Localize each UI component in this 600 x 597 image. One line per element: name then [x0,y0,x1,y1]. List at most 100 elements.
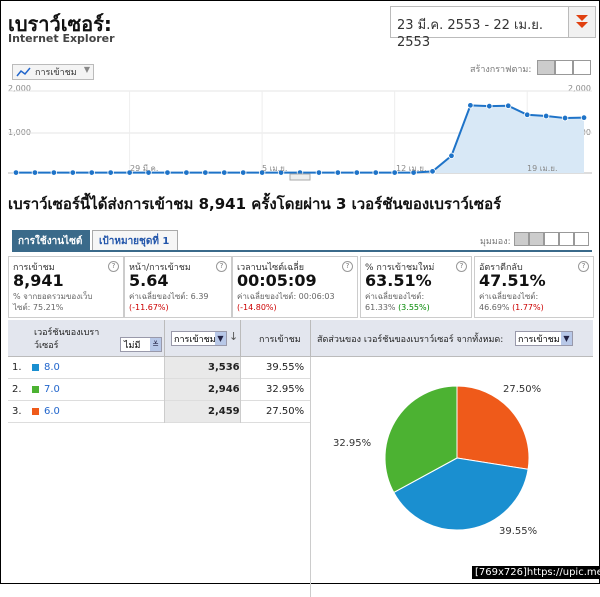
help-icon[interactable]: ? [108,261,119,272]
column-divider [310,357,311,597]
page-title: เบราว์เซอร์: [8,12,112,36]
data-point[interactable] [107,169,114,176]
graph-by-day-button[interactable] [537,60,555,75]
data-point[interactable] [31,169,39,176]
x-tick: 12 เม.ย. [396,164,427,173]
data-point[interactable] [126,169,133,176]
line-chart-icon [16,67,31,77]
tab-site-usage[interactable]: การใช้งานไซต์ [12,230,90,250]
row-version-link[interactable]: 8.0 [44,362,60,373]
data-point[interactable] [580,114,588,121]
view-performance-button[interactable] [544,232,559,246]
data-point[interactable] [486,102,493,110]
metric-value: 63.51% [365,271,432,290]
chevron-down-icon: ▼ [83,65,90,74]
data-point[interactable] [505,102,512,109]
metric-card-bounce-rate: อัตราตีกลับ ? 47.51% ค่าเฉลี่ยของไซต์: 46… [474,256,594,318]
row-visits: 2,946 [208,384,240,395]
data-point[interactable] [258,169,266,176]
graph-by-week-button[interactable] [555,60,573,75]
data-point[interactable] [372,169,379,176]
view-pivot-button[interactable] [574,232,589,246]
secondary-dimension-select[interactable]: ไม่มี ≚ [120,337,162,352]
tab-goal-set-1[interactable]: เป้าหมายชุดที่ 1 [92,230,178,250]
row-visits: 2,459 [208,406,240,417]
share-label: สัดส่วนของ เวอร์ชันของเบราว์เซอร์ จากทั้… [317,335,504,345]
share-metric-select[interactable]: การเข้าชม ▼ [515,331,573,346]
help-icon[interactable]: ? [342,261,353,272]
data-point[interactable] [524,111,531,118]
column-divider [240,357,241,423]
view-label: มุมมอง: [480,237,511,247]
view-table-button[interactable] [514,232,529,246]
metric-sub: % จากยอดรวมของเว็บ ไซต์: 75.21% [13,291,92,313]
pie-slice[interactable] [393,457,529,531]
watermark: [769x726]https://upic.me/ [472,566,600,579]
table-row[interactable]: 3. 6.0 2,459 27.50% [8,401,310,423]
table-header-visits: การเข้าชม [240,320,311,357]
help-icon[interactable]: ? [578,261,589,272]
share-pie-chart: 39.55% 32.95% 27.50% [333,384,541,537]
date-range-picker[interactable]: 23 มี.ค. 2553 - 22 เม.ย. 2553 [390,6,569,50]
graph-metric-select[interactable]: การเข้าชม ▼ [12,64,94,80]
data-point[interactable] [50,169,58,176]
help-icon[interactable]: ? [456,261,467,272]
graph-resize-handle[interactable] [289,173,311,181]
data-point[interactable] [277,169,285,176]
chevron-down-icon [576,15,588,28]
row-percent: 27.50% [266,406,305,417]
row-visits: 3,536 [208,362,240,373]
metric-sub2: ไซต์: 75.21% [13,303,64,312]
help-icon[interactable]: ? [216,261,227,272]
data-point[interactable] [164,169,171,176]
data-point[interactable] [145,169,152,176]
data-point[interactable] [221,169,228,176]
pie-label: 32.95% [333,438,371,449]
data-point[interactable] [448,152,455,159]
data-point[interactable] [429,168,436,175]
data-point[interactable] [334,169,342,176]
data-point[interactable] [88,169,95,176]
metric-title: อัตราตีกลับ [479,263,523,273]
table-header-version: เวอร์ชันของเบรา ว์เซอร์ ไม่มี ≚ [8,320,164,357]
row-version-link[interactable]: 6.0 [44,406,60,417]
view-pie-button[interactable] [529,232,544,246]
pie-label: 39.55% [499,526,537,537]
data-point[interactable] [391,169,398,176]
data-point[interactable] [561,114,569,122]
chevron-down-icon: ▼ [561,332,572,345]
metric-delta: (-11.67%) [129,303,169,312]
metric-title: การเข้าชม [13,263,55,273]
col-visits-label: การเข้าชม [259,335,301,345]
metric-sub1: ค่าเฉลี่ยของไซต์: 00:06:03 [237,292,335,301]
metric-sub: ค่าเฉลี่ยของไซต์: 46.69% (1.77%) [479,291,544,313]
sort-arrow-icon[interactable]: ↓ [229,330,239,343]
data-point[interactable] [183,169,190,176]
tab-label: เป้าหมายชุดที่ 1 [99,236,170,247]
data-point[interactable] [542,112,550,120]
pie-slice[interactable] [456,385,530,470]
graph-by-month-button[interactable] [573,60,591,75]
date-range-button[interactable] [568,6,596,38]
data-point[interactable] [12,169,20,176]
y-tick-right: 2,000 [568,84,591,93]
pie-slice[interactable] [384,385,458,494]
data-point[interactable] [467,102,474,109]
table-row[interactable]: 2. 7.0 2,946 32.95% [8,379,310,401]
data-point[interactable] [315,169,323,176]
data-point[interactable] [239,169,247,176]
row-version-link[interactable]: 7.0 [44,384,60,395]
row-rank: 3. [12,406,22,417]
data-point[interactable] [410,169,417,176]
graph-by-label: สร้างกราฟตาม: [470,65,532,75]
pie-label: 27.50% [503,384,541,395]
sorted-cell [164,401,240,422]
view-compare-button[interactable] [559,232,574,246]
data-point[interactable] [69,169,77,176]
data-point[interactable] [353,169,360,176]
metric-title: % การเข้าชมใหม่ [365,263,435,273]
table-row[interactable]: 1. 8.0 3,536 39.55% [8,357,310,379]
date-range-text: 23 มี.ค. 2553 - 22 เม.ย. 2553 [397,18,543,50]
data-point[interactable] [202,169,209,176]
table-metric-select[interactable]: การเข้าชม ▼ [171,331,227,346]
